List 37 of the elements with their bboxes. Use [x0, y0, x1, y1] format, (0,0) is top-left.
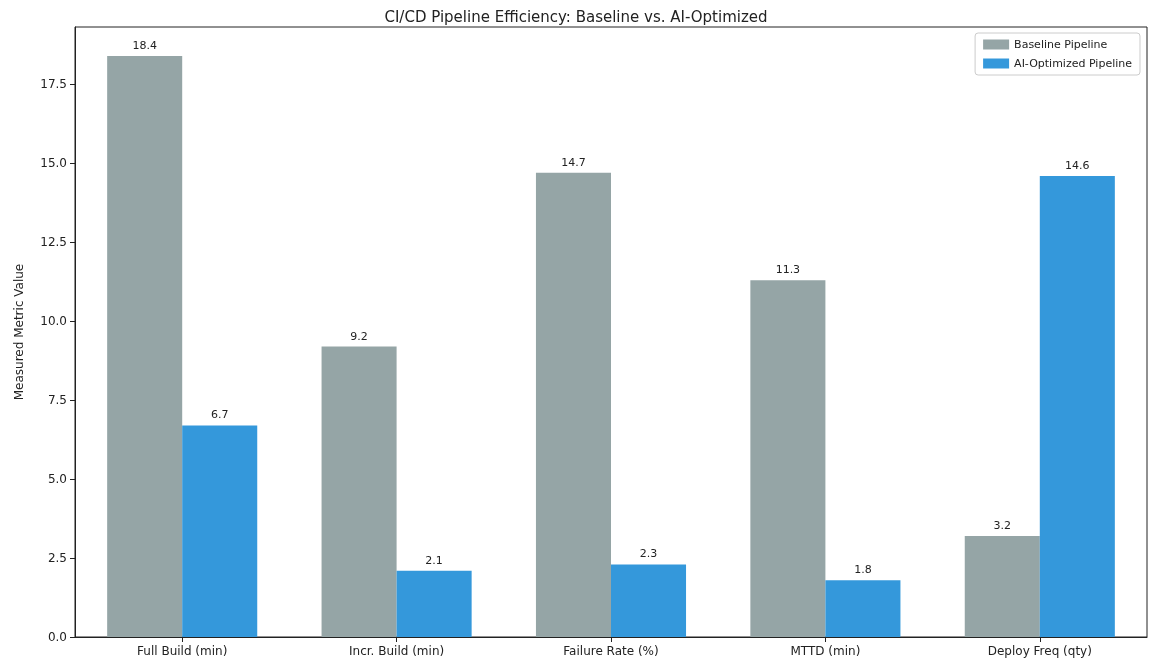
- bar: [535, 172, 611, 637]
- y-tick-label: 5.0: [47, 472, 67, 487]
- y-tick-label: 2.5: [47, 551, 67, 566]
- x-tick-label: Full Build (min): [137, 644, 228, 658]
- y-tick-label: 12.5: [40, 235, 67, 250]
- y-tick-label: 17.5: [40, 77, 67, 92]
- bar: [182, 425, 258, 637]
- bar: [396, 570, 472, 637]
- y-tick-label: 0.0: [47, 630, 67, 644]
- data-label: 2.1: [425, 553, 443, 567]
- data-label: 11.3: [775, 263, 801, 277]
- legend-label: Baseline Pipeline: [1014, 38, 1108, 51]
- x-tick-label: Deploy Freq (qty): [987, 644, 1092, 658]
- data-label: 3.2: [993, 518, 1012, 532]
- y-tick-label: 10.0: [40, 314, 67, 329]
- data-label: 14.7: [561, 155, 586, 169]
- x-tick-label: MTTD (min): [790, 644, 861, 658]
- x-tick-label: Incr. Build (min): [349, 644, 445, 658]
- bar: [107, 56, 183, 637]
- x-tick-label: Failure Rate (%): [563, 644, 659, 658]
- bar: [321, 346, 397, 637]
- data-label: 14.6: [1065, 159, 1090, 173]
- data-label: 18.4: [132, 39, 157, 53]
- data-label: 9.2: [350, 329, 368, 343]
- bar: [611, 564, 687, 637]
- bar: [825, 580, 901, 637]
- y-axis-title: Measured Metric Value: [12, 263, 26, 401]
- chart-title: CI/CD Pipeline Efficiency: Baseline vs. AI-Optimized: [384, 7, 768, 26]
- legend-label: AI-Optimized Pipeline: [1014, 57, 1133, 70]
- y-tick-label: 7.5: [47, 393, 67, 408]
- data-label: 6.7: [210, 408, 229, 422]
- bar: [964, 535, 1040, 637]
- bar: [750, 280, 826, 637]
- data-label: 2.3: [639, 547, 658, 561]
- y-tick-label: 15.0: [40, 156, 67, 171]
- data-label: 1.8: [854, 563, 872, 577]
- bar: [1039, 176, 1115, 637]
